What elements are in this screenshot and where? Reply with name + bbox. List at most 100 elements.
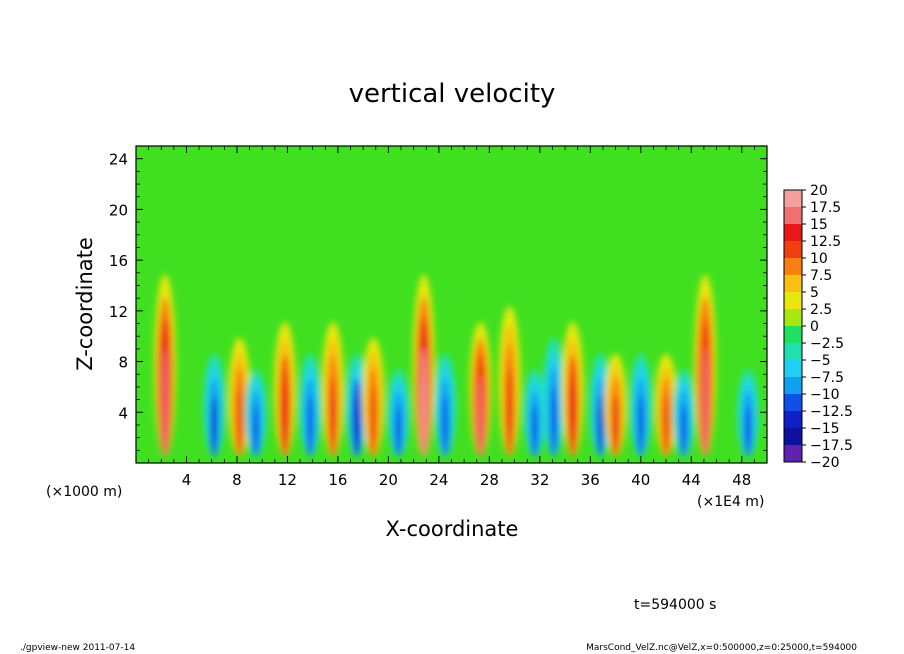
y-unit-label: (×1000 m)	[46, 484, 122, 500]
footer-left: ./gpview-new 2011-07-14	[20, 643, 135, 653]
x-tick-label: 8	[232, 471, 242, 489]
colorbar-label: 15	[810, 217, 828, 233]
plume-4-layer-3	[282, 375, 288, 457]
colorbar-label: 7.5	[810, 268, 832, 284]
plume-3-layer-3	[253, 404, 259, 457]
colorbar-band	[784, 394, 802, 411]
plume-22	[694, 274, 717, 457]
plume-1	[203, 353, 226, 457]
colorbar-band	[784, 190, 802, 207]
plume-11-layer-3	[442, 394, 448, 457]
colorbar-label: 12.5	[810, 234, 841, 250]
plume-23	[737, 369, 760, 457]
colorbar-band	[784, 275, 802, 292]
colorbar-band	[784, 377, 802, 394]
colorbar-band	[784, 411, 802, 428]
plume-12	[469, 321, 492, 457]
plume-22-layer-3	[702, 347, 708, 457]
y-tick-label: 12	[109, 303, 128, 321]
y-tick-label: 20	[109, 201, 128, 219]
colorbar-band	[784, 309, 802, 326]
plume-16	[561, 321, 584, 457]
plume-9-layer-3	[395, 404, 402, 457]
plume-2	[228, 337, 251, 457]
x-tick-label: 36	[581, 471, 600, 489]
plume-21-layer-3	[680, 404, 687, 457]
plume-0	[154, 274, 177, 457]
colorbar-label: −12.5	[810, 404, 853, 420]
plume-6-layer-3	[330, 375, 336, 457]
plume-6	[321, 321, 344, 457]
plume-5	[299, 353, 322, 457]
footer-right: MarsCond_VelZ.nc@VelZ,x=0:500000,z=0:250…	[586, 643, 857, 653]
plume-20	[655, 353, 678, 457]
x-axis-label: X-coordinate	[386, 517, 519, 541]
colorbar-band	[784, 343, 802, 360]
plume-15-layer-3	[550, 385, 557, 457]
plume-13-layer-3	[506, 366, 513, 457]
plume-11	[434, 353, 457, 457]
x-tick-label: 44	[682, 471, 701, 489]
plume-10-layer-3	[420, 347, 427, 457]
colorbar-label: 5	[810, 285, 819, 301]
colorbar-label: −5	[810, 353, 831, 369]
plume-15	[542, 337, 565, 457]
plume-12-layer-3	[477, 375, 484, 457]
y-axis-label: Z-coordinate	[73, 237, 97, 371]
plume-17-layer-3	[597, 394, 604, 457]
colorbar-band	[784, 445, 802, 462]
plume-16-layer-3	[569, 375, 576, 457]
x-tick-label: 12	[278, 471, 297, 489]
x-tick-label: 28	[480, 471, 499, 489]
plume-13	[498, 306, 521, 457]
colorbar-label: 20	[810, 183, 828, 199]
plume-4	[273, 321, 296, 457]
colorbar-label: −17.5	[810, 438, 853, 454]
plume-18	[604, 353, 627, 457]
plume-0-layer-3	[162, 347, 168, 457]
colorbar-label: −7.5	[810, 370, 844, 386]
chart-title: vertical velocity	[349, 79, 556, 109]
x-tick-label: 24	[429, 471, 448, 489]
x-tick-label: 4	[182, 471, 192, 489]
plume-14	[523, 369, 546, 457]
colorbar-label: 2.5	[810, 302, 832, 318]
plume-1-layer-3	[211, 394, 218, 457]
colorbar-band	[784, 360, 802, 377]
plot-area	[136, 146, 767, 463]
plume-3	[244, 369, 267, 457]
plume-17	[589, 353, 612, 457]
y-tick-label: 24	[109, 151, 128, 169]
colorbar-band	[784, 428, 802, 445]
plume-10	[412, 274, 435, 457]
colorbar-band	[784, 241, 802, 258]
y-tick-label: 16	[109, 252, 128, 270]
plume-19	[629, 353, 652, 457]
plume-7-layer-3	[354, 394, 360, 457]
colorbar-label: 10	[810, 251, 828, 267]
plume-9	[387, 369, 410, 457]
plume-5-layer-3	[307, 394, 313, 457]
colorbar-label: −15	[810, 421, 840, 437]
x-unit-label: (×1E4 m)	[697, 494, 764, 510]
plume-19-layer-3	[638, 394, 644, 457]
colorbar-band	[784, 207, 802, 224]
y-tick-label: 8	[118, 354, 128, 372]
colorbar-label: −10	[810, 387, 840, 403]
colorbar-label: −20	[810, 455, 840, 471]
colorbar-label: 0	[810, 319, 819, 335]
plume-14-layer-3	[531, 404, 538, 457]
plume-7	[345, 353, 368, 457]
x-tick-label: 32	[530, 471, 549, 489]
colorbar: 2017.51512.5107.552.50−2.5−5−7.5−10−12.5…	[783, 183, 853, 471]
plume-18-layer-3	[612, 394, 619, 457]
x-tick-label: 20	[379, 471, 398, 489]
colorbar-band	[784, 258, 802, 275]
y-tick-label: 4	[118, 404, 128, 422]
x-tick-label: 40	[631, 471, 650, 489]
colorbar-label: 17.5	[810, 200, 841, 216]
colorbar-label: −2.5	[810, 336, 844, 352]
colorbar-band	[784, 292, 802, 309]
time-label: t=594000 s	[634, 597, 716, 613]
